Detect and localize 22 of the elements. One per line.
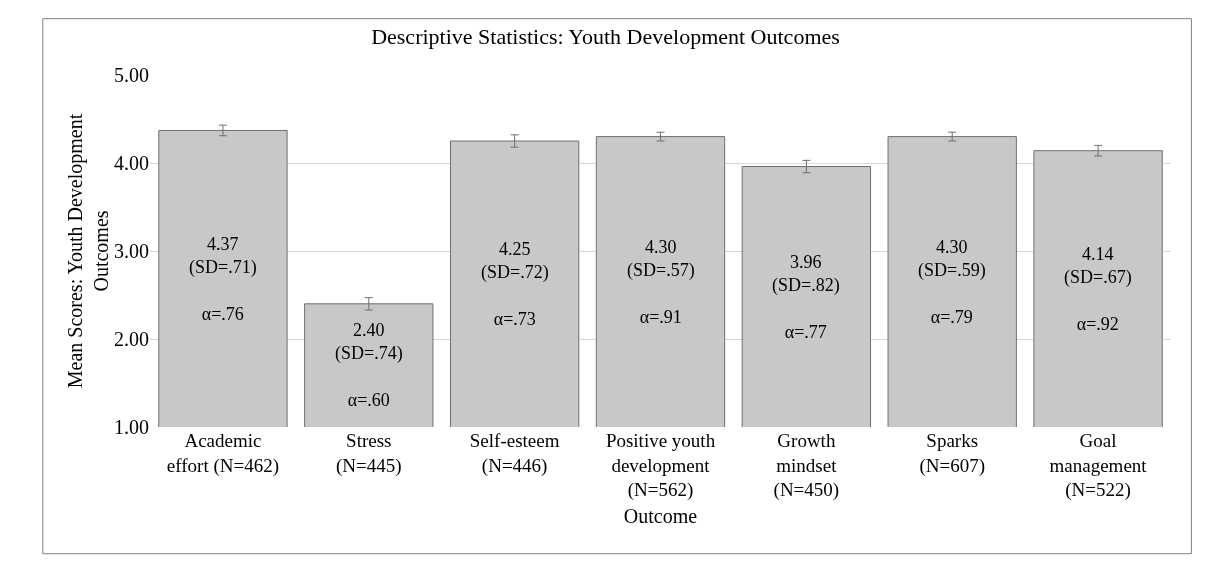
x-tick-label: Goal management (N=522) [1049,430,1148,502]
text: 4.30 (SD=.59) α=.79 [918,237,986,328]
x-tick-label: Positive youth development (N=562) [605,430,716,502]
x-axis-title: Outcome [623,504,698,527]
x-tick-label: Growth mindset (N=450) [773,430,840,502]
text: 4.14 (SD=.67) α=.92 [1064,244,1132,335]
x-tick-label: Sparks (N=607) [919,430,986,477]
y-tick-label: 3.00 [114,240,149,262]
y-tick-label: 4.00 [114,152,149,174]
text: 3.96 (SD=.82) α=.77 [772,252,840,343]
y-tick-label: 5.00 [114,64,149,86]
x-tick-label: Stress (N=445) [335,430,402,477]
y-axis-title: Mean Scores: Youth Development Outcomes [64,113,112,389]
text: 4.25 (SD=.72) α=.73 [481,239,549,330]
x-tick-label: Self-esteem (N=446) [469,430,560,477]
text: 2.40 (SD=.74) α=.60 [335,320,403,411]
text: 4.30 (SD=.57) α=.91 [627,237,695,328]
y-tick-label: 1.00 [114,416,149,438]
chart-title: Descriptive Statistics: Youth Development Outcomes [371,24,840,50]
text: 4.37 (SD=.71) α=.76 [189,234,257,325]
x-tick-label: Academic effort (N=462) [166,430,280,477]
y-tick-label: 2.00 [114,328,149,350]
